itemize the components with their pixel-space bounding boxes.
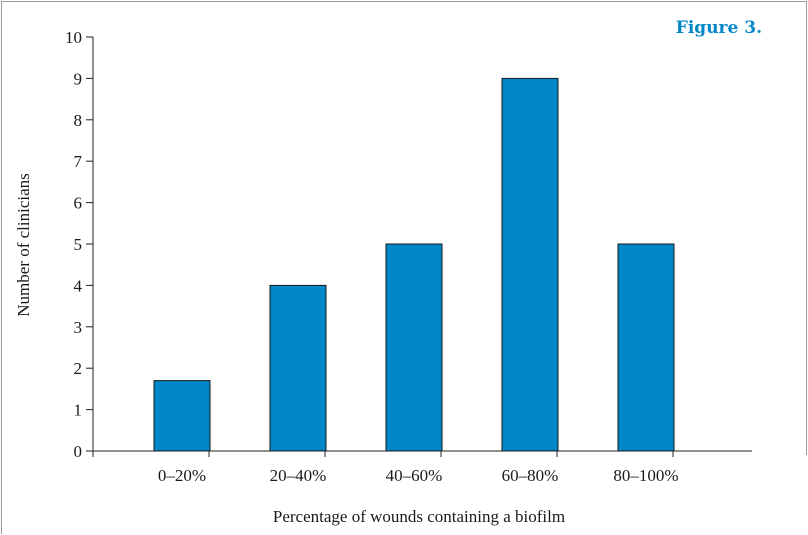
- figure-label: Figure 3.: [675, 18, 762, 38]
- y-tick-label: 2: [74, 359, 83, 378]
- x-tick-label: 40–60%: [386, 466, 443, 485]
- bar-1: [153, 380, 211, 452]
- x-tick-label: 0–20%: [158, 466, 206, 485]
- bar-5: [617, 243, 675, 452]
- y-tick-label: 7: [74, 152, 83, 171]
- y-tick-label: 8: [74, 111, 83, 130]
- y-axis-label: Number of clinicians: [14, 173, 33, 317]
- bar-chart: 0 1 2 3 4 5 6 7 8 9 10 0–20% 20–40% 40–60% 60–80% 80–10…: [65, 28, 752, 485]
- x-tick-label: 20–40%: [270, 466, 327, 485]
- y-tick-label: 1: [74, 401, 83, 420]
- y-tick-label: 10: [65, 28, 82, 47]
- y-tick-label: 4: [74, 276, 83, 295]
- bar-2: [269, 284, 327, 452]
- bar-3: [385, 243, 443, 452]
- y-tick-label: 0: [74, 442, 83, 461]
- bar-4: [501, 77, 559, 452]
- y-tick-label: 3: [74, 318, 83, 337]
- y-tick-label: 5: [74, 235, 83, 254]
- x-axis-label: Percentage of wounds containing a biofil…: [273, 507, 565, 526]
- x-tick-label: 60–80%: [502, 466, 559, 485]
- y-tick-label: 9: [74, 69, 83, 88]
- y-tick-label: 6: [74, 194, 83, 213]
- x-tick-label: 80–100%: [613, 466, 678, 485]
